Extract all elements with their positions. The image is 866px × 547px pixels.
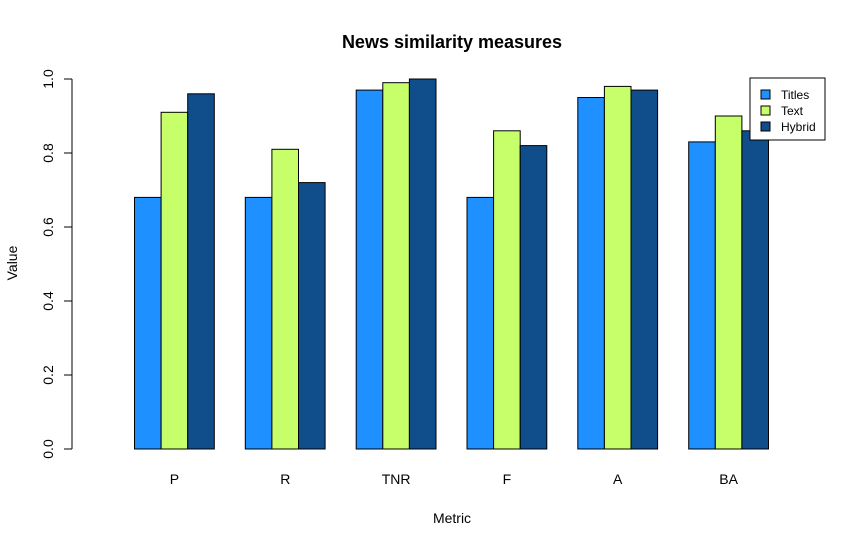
bar-ba-text [714,115,743,450]
x-tick-label: P [170,471,179,487]
x-tick-label: BA [719,471,738,487]
x-axis-labels: P R TNR F A BA [170,471,739,487]
y-tick-label: 0.4 [40,291,56,311]
legend-swatch-hybrid [760,121,771,132]
bar-r-hybrid [298,182,326,450]
bar-p-titles [134,196,162,450]
x-tick-label: A [613,471,623,487]
y-tick-label: 0.2 [40,365,56,385]
legend: Titles Text Hybrid [749,77,826,141]
legend-label: Text [781,104,804,118]
x-tick-label: R [280,471,290,487]
bars-group [134,78,770,450]
bar-p-hybrid [187,93,215,450]
y-axis: 0.0 0.2 0.4 0.6 0.8 1.0 [40,69,73,459]
legend-swatch-titles [760,89,771,100]
bar-a-hybrid [630,89,659,450]
y-axis-title: Value [4,245,20,280]
bar-ba-hybrid [741,130,770,450]
x-tick-label: TNR [382,471,411,487]
chart-title: News similarity measures [342,32,562,52]
bar-tnr-hybrid [408,78,437,450]
bar-tnr-titles [355,89,384,450]
bar-f-hybrid [519,145,548,450]
y-tick-label: 0.0 [40,439,56,459]
legend-label: Titles [781,88,809,102]
y-tick-label: 1.0 [40,69,56,89]
bar-ba-titles [688,141,716,450]
bar-p-text [160,111,189,450]
bar-r-text [271,148,299,450]
x-tick-label: F [503,471,512,487]
bar-r-titles [244,196,273,450]
bar-tnr-text [382,82,410,450]
bar-a-text [603,85,632,450]
legend-label: Hybrid [781,120,816,134]
y-tick-label: 0.6 [40,217,56,237]
x-axis-title: Metric [433,510,471,526]
bar-f-titles [466,196,495,450]
bar-a-titles [577,97,605,450]
bar-f-text [493,130,521,450]
y-tick-label: 0.8 [40,143,56,163]
legend-swatch-text [760,105,771,116]
